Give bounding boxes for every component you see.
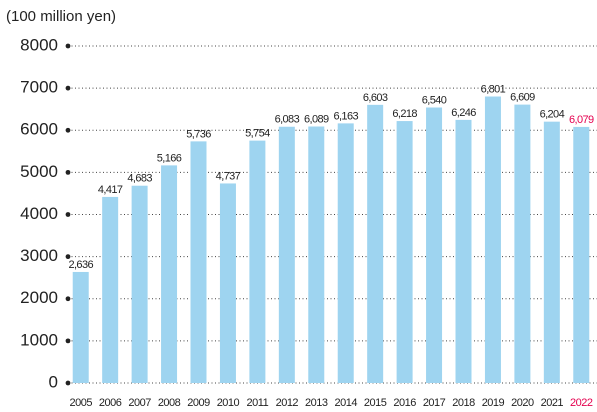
bar (396, 121, 413, 384)
y-tick-label: 4000 (20, 204, 58, 223)
value-label: 5,736 (186, 128, 211, 140)
bar (308, 126, 325, 383)
x-tick-label: 2018 (452, 397, 475, 409)
bar (573, 126, 590, 384)
x-tick-label: 2008 (158, 397, 181, 409)
bar (455, 119, 472, 383)
value-label: 4,417 (98, 184, 123, 196)
y-tick-label: 7000 (20, 78, 58, 97)
bar (367, 104, 384, 383)
x-tick-label: 2022 (570, 397, 593, 409)
value-label: 6,540 (422, 94, 447, 106)
y-tick-label: 2000 (20, 288, 58, 307)
tick-dot (65, 212, 71, 217)
bar (543, 121, 560, 384)
y-tick-label: 5000 (20, 162, 58, 181)
x-tick-label: 2007 (128, 397, 151, 409)
value-label: 6,218 (392, 108, 417, 120)
x-tick-label: 2011 (247, 397, 269, 409)
value-label: 6,603 (363, 92, 388, 104)
x-tick-label: 2010 (217, 397, 240, 409)
bar (337, 123, 354, 384)
value-label: 6,083 (275, 114, 300, 126)
x-tick-label: 2012 (276, 397, 299, 409)
tick-dot (65, 380, 71, 386)
x-tick-label: 2019 (482, 397, 505, 409)
bar (249, 140, 266, 383)
y-tick-label: 3000 (20, 246, 58, 265)
bar (72, 271, 89, 383)
x-tick-label: 2021 (541, 397, 564, 409)
bar (514, 104, 531, 383)
bar (278, 126, 295, 383)
bar (131, 185, 148, 383)
tick-dot (65, 127, 71, 133)
x-tick-label: 2015 (364, 397, 387, 409)
value-label: 5,166 (157, 152, 182, 164)
value-label: 6,246 (451, 107, 476, 119)
bar (102, 196, 119, 383)
x-tick-label: 2006 (99, 397, 122, 409)
y-tick-label: 0 (49, 372, 58, 391)
tick-dot (65, 43, 71, 49)
x-tick-label: 2005 (69, 397, 92, 409)
tick-dot (65, 85, 71, 91)
value-label: 2,636 (68, 259, 93, 271)
y-tick-label: 6000 (20, 120, 58, 139)
bar (426, 107, 443, 383)
value-label: 6,204 (540, 109, 565, 121)
value-label: 6,089 (304, 113, 329, 125)
bar (161, 165, 178, 383)
x-tick-label: 2014 (334, 397, 357, 409)
x-tick-label: 2017 (423, 397, 446, 409)
y-axis-label: (100 million yen) (6, 8, 116, 25)
bar (219, 183, 236, 383)
value-label: 6,801 (481, 83, 506, 95)
value-label: 5,754 (245, 128, 270, 140)
value-label: 4,683 (127, 173, 152, 185)
value-label: 6,079 (569, 114, 594, 126)
x-tick-label: 2020 (511, 397, 534, 409)
tick-dot (65, 338, 71, 344)
x-tick-label: 2013 (305, 397, 328, 409)
value-label: 4,737 (216, 170, 241, 182)
value-label: 6,609 (510, 92, 535, 104)
y-tick-label: 1000 (20, 330, 58, 349)
tick-dot (65, 169, 71, 175)
value-label: 6,163 (333, 110, 358, 122)
y-tick-label: 8000 (20, 35, 58, 54)
tick-dot (65, 254, 71, 260)
tick-dot (65, 296, 71, 302)
x-tick-label: 2016 (393, 397, 416, 409)
x-tick-label: 2009 (187, 397, 210, 409)
bar (190, 141, 207, 383)
bar (484, 96, 501, 383)
